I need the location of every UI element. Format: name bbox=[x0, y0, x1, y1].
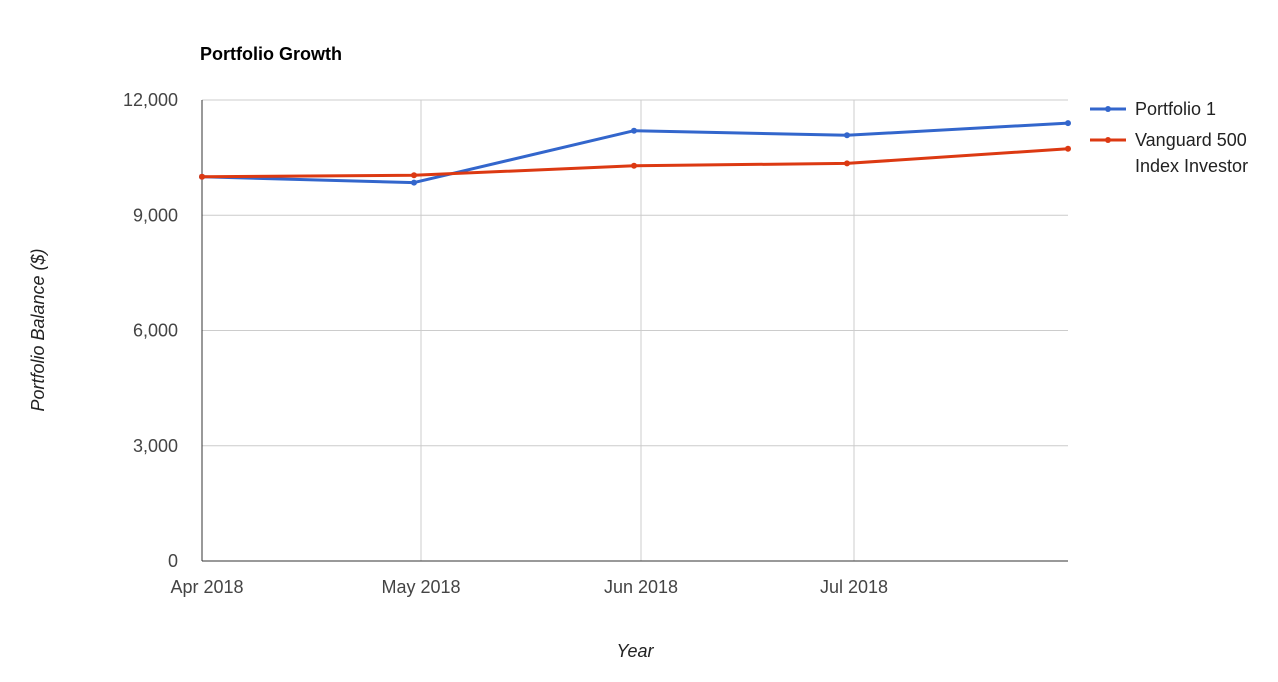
x-tick-label: Jun 2018 bbox=[604, 577, 678, 597]
data-point bbox=[411, 172, 417, 179]
legend[interactable]: Portfolio 1 Vanguard 500 Index Investor bbox=[1090, 99, 1248, 176]
x-tick-labels: Apr 2018 May 2018 Jun 2018 Jul 2018 bbox=[170, 577, 888, 597]
x-tick-label: May 2018 bbox=[381, 577, 460, 597]
y-tick-labels: 0 3,000 6,000 9,000 12,000 bbox=[123, 90, 178, 571]
grid-lines bbox=[202, 99, 1068, 561]
y-axis-title: Portfolio Balance ($) bbox=[28, 248, 48, 411]
data-point bbox=[1065, 120, 1071, 127]
y-tick-label: 6,000 bbox=[133, 321, 178, 341]
data-point bbox=[1065, 145, 1071, 152]
legend-swatch-dot bbox=[1105, 137, 1111, 143]
data-point bbox=[411, 179, 417, 186]
y-tick-label: 3,000 bbox=[133, 436, 178, 456]
chart-title: Portfolio Growth bbox=[200, 44, 342, 64]
legend-label: Vanguard 500 bbox=[1135, 130, 1247, 150]
data-point bbox=[199, 173, 205, 180]
x-tick-label: Jul 2018 bbox=[820, 577, 888, 597]
y-tick-label: 9,000 bbox=[133, 205, 178, 225]
y-tick-label: 0 bbox=[168, 551, 178, 571]
legend-item-1[interactable]: Portfolio 1 bbox=[1090, 99, 1216, 119]
x-tick-label: Apr 2018 bbox=[170, 577, 243, 597]
legend-swatch-dot bbox=[1105, 106, 1111, 112]
data-point bbox=[631, 127, 637, 134]
y-tick-label: 12,000 bbox=[123, 90, 178, 110]
legend-item-2[interactable]: Vanguard 500 Index Investor bbox=[1090, 130, 1248, 176]
legend-label: Portfolio 1 bbox=[1135, 99, 1216, 119]
data-point bbox=[844, 132, 850, 139]
legend-label: Index Investor bbox=[1135, 156, 1248, 176]
data-point bbox=[844, 160, 850, 167]
x-axis-title: Year bbox=[616, 641, 654, 661]
series-line-2 bbox=[201, 147, 1069, 179]
data-point bbox=[631, 162, 637, 169]
series-lines bbox=[199, 120, 1071, 186]
